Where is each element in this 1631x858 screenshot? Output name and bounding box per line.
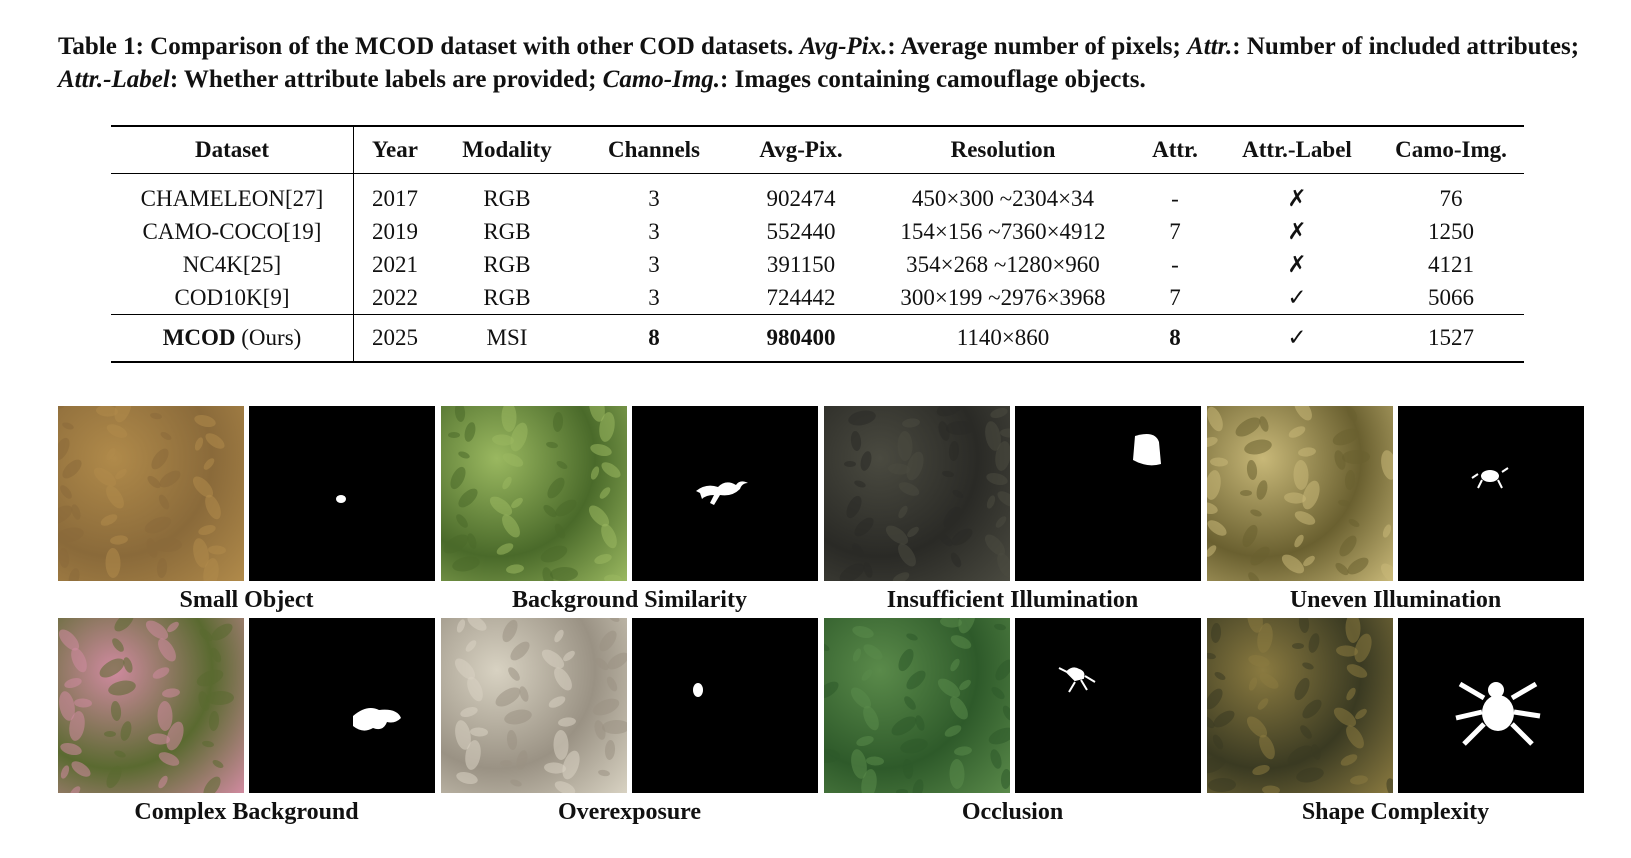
table-cell: 2025: [353, 314, 436, 363]
header-cell: Dataset: [111, 125, 354, 174]
ground-truth-mask: [249, 618, 435, 793]
table-cell: 354×268 ~1280×960: [906, 251, 1100, 277]
ground-truth-mask: [1398, 406, 1584, 581]
example-label: Uneven Illumination: [1289, 587, 1502, 613]
table-cell: COD10K[9]: [111, 281, 354, 315]
table-cell: MCOD (Ours): [111, 314, 354, 363]
table-cell: 391150: [766, 251, 836, 277]
ground-truth-mask: [1398, 618, 1584, 793]
table-cell: 1140×860: [872, 314, 1134, 363]
example-photo: [1207, 406, 1393, 581]
table-cell: ✗: [1287, 185, 1307, 211]
table-cell: 2019: [372, 218, 418, 244]
table-cell: 552440: [766, 218, 836, 244]
example-label: Overexposure: [557, 799, 702, 825]
table-cell: RGB: [483, 218, 531, 244]
header-cell: Year: [353, 125, 436, 174]
table-cell: RGB: [483, 251, 531, 277]
dataset-suffix: (Ours): [235, 325, 302, 350]
example-photo: [441, 406, 627, 581]
example-photo: [824, 406, 1010, 581]
table-caption: Table 1: Comparison of the MCOD dataset …: [58, 30, 1588, 96]
ground-truth-mask: [632, 618, 818, 793]
table-cell: RGB: [483, 284, 531, 310]
table-cell: 2021: [372, 251, 418, 277]
example-label: Background Similarity: [512, 587, 747, 613]
table-row-ours: MCOD (Ours) 2025 MSI 8 980400 1140×860 8 ✓ 1527: [111, 314, 1524, 363]
table-cell: 3: [648, 284, 660, 310]
caption-text: : Number of included attributes;: [1232, 33, 1580, 60]
table-cell: ✓: [1216, 314, 1378, 363]
example-label: Complex Background: [134, 799, 359, 825]
header-cell: Channels: [578, 125, 730, 174]
caption-term: Attr.-Label: [58, 66, 170, 93]
table-cell: 1527: [1378, 314, 1524, 363]
header-cell: Attr.-Label: [1216, 125, 1378, 174]
table-row: CAMO-COCO[19] 2019 RGB 3 552440 154×156 ~7360…: [111, 215, 1524, 248]
table-cell: 2017: [372, 185, 418, 211]
table-cell: 8: [1134, 314, 1216, 363]
table-cell: -: [1171, 251, 1179, 277]
table-cell: 154×156 ~7360×4912: [900, 218, 1106, 244]
caption-text: : Whether attribute labels are provided;: [169, 66, 603, 93]
header-cell: Camo-Img.: [1378, 125, 1524, 174]
table-cell: 76: [1439, 185, 1463, 211]
caption-term: Camo-Img.: [602, 66, 721, 93]
table-cell: 1250: [1428, 218, 1474, 244]
example-label: Insufficient Illumination: [886, 587, 1139, 613]
table-cell: 902474: [766, 185, 836, 211]
table-cell: RGB: [483, 185, 531, 211]
ground-truth-mask: [249, 406, 435, 581]
table-cell: ✗: [1287, 251, 1307, 277]
table-row: CHAMELEON[27] 2017 RGB 3 902474 450×300 ~2304…: [111, 173, 1524, 215]
table-cell: -: [1171, 185, 1179, 211]
table-cell: 7: [1169, 284, 1181, 310]
caption-text: : Images containing camouflage objects.: [720, 66, 1146, 93]
ground-truth-mask: [1015, 406, 1201, 581]
table-cell: 8: [578, 314, 730, 363]
example-photo: [58, 406, 244, 581]
table-cell: 980400: [730, 314, 872, 363]
table-cell: NC4K[25]: [111, 248, 354, 281]
table-cell: 5066: [1428, 284, 1474, 310]
example-photo: [441, 618, 627, 793]
example-photo: [58, 618, 244, 793]
ground-truth-mask: [632, 406, 818, 581]
ground-truth-mask: [1015, 618, 1201, 793]
comparison-table: Dataset Year Modality Channels Avg-Pix. …: [111, 125, 1524, 363]
table-cell: 2022: [372, 284, 418, 310]
table-cell: CAMO-COCO[19]: [111, 215, 354, 248]
header-cell: Resolution: [872, 125, 1134, 174]
table-cell: MSI: [436, 314, 578, 363]
example-label: Small Object: [179, 587, 314, 613]
example-label: Shape Complexity: [1301, 799, 1490, 825]
dataset-name: MCOD: [162, 325, 236, 350]
header-cell: Attr.: [1134, 125, 1216, 174]
table-cell: 3: [648, 185, 660, 211]
table-cell: 3: [648, 218, 660, 244]
table-row: NC4K[25] 2021 RGB 3 391150 354×268 ~1280×960 -…: [111, 248, 1524, 281]
header-cell: Avg-Pix.: [730, 125, 872, 174]
caption-term: Avg-Pix.: [799, 33, 888, 60]
table-cell: 724442: [766, 284, 836, 310]
table-header-row: Dataset Year Modality Channels Avg-Pix. …: [111, 125, 1524, 174]
table-row: COD10K[9] 2022 RGB 3 724442 300×199 ~2976×396…: [111, 281, 1524, 315]
table-cell: ✗: [1287, 218, 1307, 244]
table-cell: CHAMELEON[27]: [111, 173, 354, 215]
table-cell: 4121: [1428, 251, 1474, 277]
caption-text: : Average number of pixels;: [887, 33, 1188, 60]
table-cell: ✓: [1287, 284, 1307, 310]
table-cell: 7: [1169, 218, 1181, 244]
table-cell: 300×199 ~2976×3968: [900, 284, 1106, 310]
example-label: Occlusion: [961, 799, 1064, 825]
example-photo: [1207, 618, 1393, 793]
table-cell: 450×300 ~2304×34: [911, 185, 1095, 211]
caption-text: Table 1: Comparison of the MCOD dataset …: [58, 33, 800, 60]
caption-term: Attr.: [1187, 33, 1233, 60]
header-cell: Modality: [436, 125, 578, 174]
example-photo: [824, 618, 1010, 793]
table-cell: 3: [648, 251, 660, 277]
